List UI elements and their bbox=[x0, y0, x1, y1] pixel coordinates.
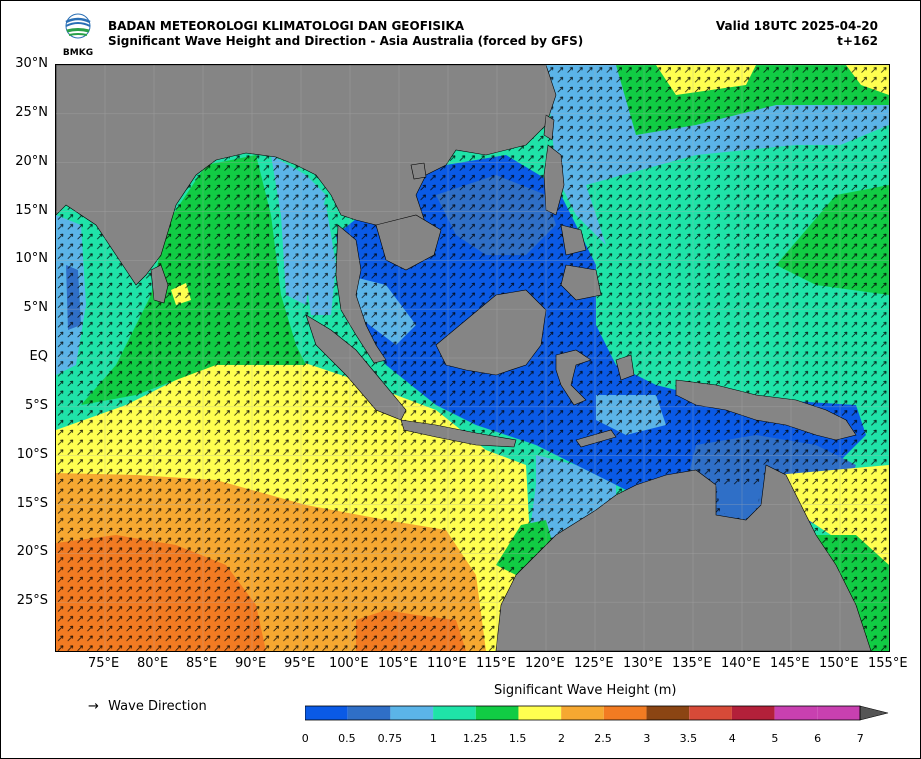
colorbar-tick-label: 0 bbox=[301, 732, 309, 745]
lon-tick-label: 75°E bbox=[88, 656, 120, 671]
colorbar-tick-label: 1.5 bbox=[508, 732, 527, 745]
lon-tick-label: 125°E bbox=[574, 656, 614, 671]
land-java bbox=[400, 419, 517, 448]
land-taiwan bbox=[543, 114, 555, 141]
colorbar-tick-label: 7 bbox=[856, 732, 864, 745]
colorbar-tick-label: 3.5 bbox=[679, 732, 698, 745]
lon-tick-label: 135°E bbox=[672, 656, 712, 671]
land-indochina bbox=[375, 214, 442, 271]
colorbar-segment bbox=[390, 706, 434, 720]
colorbar-tick-label: 0.75 bbox=[377, 732, 403, 745]
colorbar-segment bbox=[603, 706, 647, 720]
svg-text:BMKG: BMKG bbox=[63, 48, 93, 58]
colorbar-tick-label: 1.25 bbox=[462, 732, 488, 745]
lon-tick-label: 130°E bbox=[623, 656, 663, 671]
lon-tick-label: 150°E bbox=[819, 656, 859, 671]
colorbar-segment bbox=[518, 706, 562, 720]
lon-tick-label: 155°E bbox=[868, 656, 908, 671]
lon-tick-label: 95°E bbox=[284, 656, 316, 671]
agency-title: BADAN METEOROLOGI KLIMATOLOGI DAN GEOFIS… bbox=[108, 19, 465, 33]
colorbar-tick-label: 0.5 bbox=[338, 732, 356, 745]
colorbar-segment bbox=[433, 706, 476, 720]
map-canvas bbox=[56, 65, 889, 651]
valid-time: Valid 18UTC 2025-04-20 bbox=[715, 19, 878, 33]
lat-tick-label: 25°N bbox=[15, 104, 48, 120]
colorbar-segment bbox=[305, 706, 348, 720]
lat-tick-label: 10°N bbox=[15, 251, 48, 267]
colorbar-segment bbox=[561, 706, 604, 720]
wave-direction-legend: → Wave Direction bbox=[88, 699, 207, 714]
bmkg-logo: BMKG bbox=[63, 13, 93, 58]
colorbar-tick-label: 5 bbox=[771, 732, 779, 745]
land-sulawesi bbox=[555, 349, 592, 406]
land-timor bbox=[575, 429, 617, 448]
lon-tick-label: 90°E bbox=[235, 656, 267, 671]
lat-tick-label: 10°S bbox=[16, 446, 48, 462]
lon-tick-label: 120°E bbox=[525, 656, 565, 671]
lead-time: t+162 bbox=[837, 34, 878, 48]
land-borneo bbox=[435, 289, 547, 376]
gridlines bbox=[56, 65, 889, 651]
colorbar-title: Significant Wave Height (m) bbox=[494, 683, 677, 698]
lat-tick-label: 20°N bbox=[15, 153, 48, 169]
colorbar-segment bbox=[731, 706, 775, 720]
colorbar-segment bbox=[817, 706, 860, 720]
lat-tick-label: 25°S bbox=[16, 593, 48, 609]
colorbar-tick-label: 2 bbox=[557, 732, 565, 745]
colorbar-segment bbox=[646, 706, 690, 720]
land-mindanao bbox=[560, 264, 602, 301]
colorbar-tick-label: 6 bbox=[814, 732, 822, 745]
lat-tick-label: EQ bbox=[29, 349, 48, 364]
wave-direction-label: Wave Direction bbox=[108, 699, 207, 714]
product-title: Significant Wave Height and Direction - … bbox=[108, 34, 584, 48]
colorbar-tick-label: 2.5 bbox=[594, 732, 612, 745]
colorbar-segment bbox=[347, 706, 391, 720]
lon-tick-label: 105°E bbox=[378, 656, 418, 671]
colorbar-tick-label: 4 bbox=[728, 732, 736, 745]
land-malay bbox=[335, 224, 387, 364]
colorbar-segment bbox=[475, 706, 519, 720]
land-srilanka bbox=[150, 264, 169, 304]
land-halmahera bbox=[615, 354, 635, 381]
land-hainan bbox=[410, 162, 427, 180]
lat-tick-label: 15°N bbox=[15, 202, 48, 218]
sea-gulf-carpentaria bbox=[716, 485, 761, 517]
colorbar-segment bbox=[774, 706, 818, 720]
lat-tick-label: 5°S bbox=[24, 397, 48, 413]
land-australia bbox=[495, 464, 872, 651]
lat-tick-label: 20°S bbox=[16, 544, 48, 560]
land-sumatra bbox=[305, 314, 407, 421]
colorbar-extend-arrow bbox=[859, 705, 889, 721]
lon-tick-label: 145°E bbox=[770, 656, 810, 671]
colorbar-tick-label: 3 bbox=[643, 732, 651, 745]
arrow-icon: → bbox=[88, 699, 99, 714]
lon-tick-label: 110°E bbox=[427, 656, 467, 671]
land-group bbox=[56, 65, 872, 651]
lon-tick-label: 100°E bbox=[329, 656, 369, 671]
colorbar-tick-label: 1 bbox=[429, 732, 437, 745]
lon-tick-label: 140°E bbox=[721, 656, 761, 671]
lat-tick-label: 15°S bbox=[16, 495, 48, 511]
wave-height-map bbox=[55, 64, 890, 652]
colorbar-segment bbox=[689, 706, 732, 720]
lon-tick-label: 80°E bbox=[137, 656, 169, 671]
lon-tick-label: 85°E bbox=[186, 656, 218, 671]
lon-tick-label: 115°E bbox=[476, 656, 516, 671]
colorbar bbox=[305, 705, 889, 721]
land-asia bbox=[56, 65, 557, 286]
lat-tick-label: 30°N bbox=[15, 56, 48, 71]
lat-tick-label: 5°N bbox=[23, 300, 49, 316]
land-visayas bbox=[560, 224, 587, 256]
